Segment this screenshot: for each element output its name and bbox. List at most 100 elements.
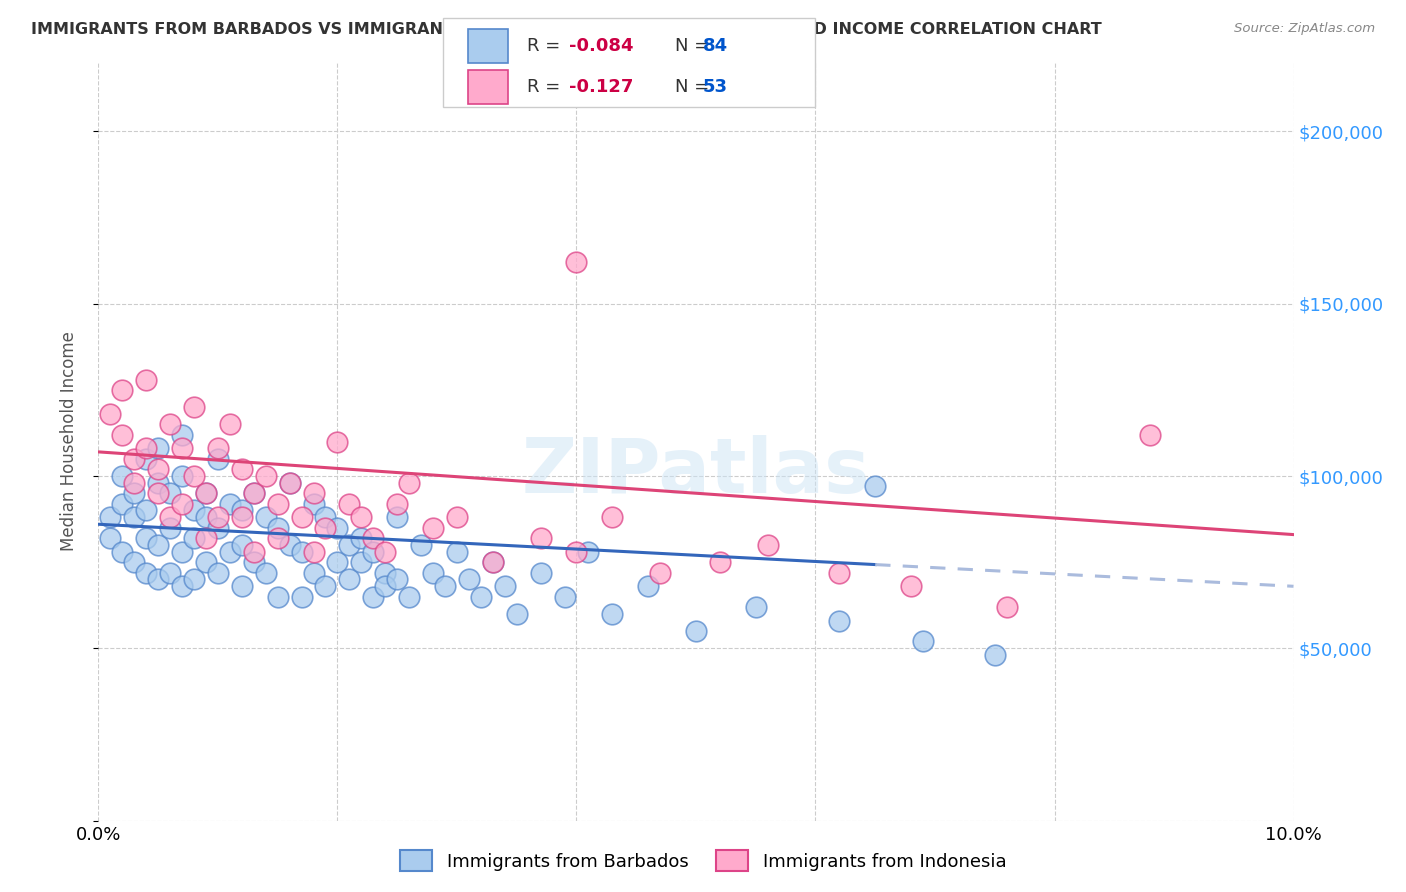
Y-axis label: Median Household Income: Median Household Income bbox=[59, 332, 77, 551]
Point bbox=[135, 451, 157, 466]
Point bbox=[111, 383, 134, 397]
Point bbox=[984, 648, 1007, 663]
Point bbox=[374, 579, 396, 593]
Point bbox=[207, 510, 229, 524]
Point bbox=[602, 607, 624, 621]
Point bbox=[385, 573, 409, 587]
Legend: Immigrants from Barbados, Immigrants from Indonesia: Immigrants from Barbados, Immigrants fro… bbox=[392, 843, 1014, 879]
Text: 53: 53 bbox=[703, 78, 728, 96]
Point bbox=[98, 407, 122, 421]
Point bbox=[135, 531, 157, 545]
Point bbox=[422, 566, 444, 580]
Point bbox=[363, 590, 385, 604]
Point bbox=[159, 566, 181, 580]
Point bbox=[207, 566, 229, 580]
Point bbox=[195, 555, 218, 569]
Point bbox=[446, 510, 468, 524]
Point bbox=[565, 545, 588, 559]
Point bbox=[865, 479, 887, 493]
Point bbox=[243, 486, 266, 500]
Point bbox=[278, 475, 301, 490]
Point bbox=[111, 469, 134, 483]
Point bbox=[602, 510, 624, 524]
Point bbox=[458, 573, 481, 587]
Point bbox=[302, 545, 325, 559]
Point bbox=[231, 510, 253, 524]
Point bbox=[135, 372, 157, 386]
Point bbox=[183, 573, 205, 587]
Point bbox=[554, 590, 576, 604]
Text: -0.084: -0.084 bbox=[569, 37, 634, 55]
Point bbox=[446, 545, 468, 559]
Point bbox=[267, 590, 290, 604]
Point bbox=[291, 545, 314, 559]
Point bbox=[267, 497, 290, 511]
Point bbox=[124, 475, 146, 490]
Point bbox=[135, 503, 157, 517]
Point bbox=[231, 503, 253, 517]
Point bbox=[183, 400, 205, 414]
Point bbox=[159, 510, 181, 524]
Point bbox=[207, 521, 229, 535]
Point bbox=[267, 531, 290, 545]
Point bbox=[98, 531, 122, 545]
Point bbox=[637, 579, 659, 593]
Point bbox=[98, 510, 122, 524]
Point bbox=[148, 573, 170, 587]
Point bbox=[135, 566, 157, 580]
Text: -0.127: -0.127 bbox=[569, 78, 634, 96]
Point bbox=[124, 451, 146, 466]
Point bbox=[291, 510, 314, 524]
Point bbox=[422, 521, 444, 535]
Point bbox=[195, 486, 218, 500]
Point bbox=[494, 579, 516, 593]
Point bbox=[339, 538, 361, 552]
Point bbox=[530, 531, 553, 545]
Point bbox=[709, 555, 731, 569]
Point bbox=[326, 521, 349, 535]
Point bbox=[148, 538, 170, 552]
Point bbox=[326, 555, 349, 569]
Point bbox=[650, 566, 672, 580]
Point bbox=[291, 590, 314, 604]
Point bbox=[172, 469, 194, 483]
Point bbox=[398, 590, 420, 604]
Point bbox=[995, 599, 1018, 614]
Point bbox=[302, 486, 325, 500]
Point bbox=[124, 555, 146, 569]
Point bbox=[243, 545, 266, 559]
Point bbox=[339, 573, 361, 587]
Point bbox=[302, 497, 325, 511]
Point bbox=[363, 545, 385, 559]
Point bbox=[350, 531, 373, 545]
Point bbox=[470, 590, 492, 604]
Point bbox=[900, 579, 922, 593]
Point bbox=[231, 579, 253, 593]
Text: R =: R = bbox=[527, 78, 567, 96]
Point bbox=[124, 510, 146, 524]
Point bbox=[172, 545, 194, 559]
Point bbox=[828, 614, 851, 628]
Point bbox=[148, 462, 170, 476]
Point bbox=[278, 538, 301, 552]
Text: N =: N = bbox=[675, 78, 714, 96]
Point bbox=[159, 486, 181, 500]
Point bbox=[111, 497, 134, 511]
Point bbox=[124, 486, 146, 500]
Point bbox=[411, 538, 433, 552]
Point bbox=[148, 486, 170, 500]
Point bbox=[231, 538, 253, 552]
Point bbox=[219, 417, 242, 432]
Point bbox=[745, 599, 768, 614]
Point bbox=[195, 531, 218, 545]
Point bbox=[434, 579, 457, 593]
Text: IMMIGRANTS FROM BARBADOS VS IMMIGRANTS FROM INDONESIA MEDIAN HOUSEHOLD INCOME CO: IMMIGRANTS FROM BARBADOS VS IMMIGRANTS F… bbox=[31, 22, 1102, 37]
Point bbox=[756, 538, 779, 552]
Point bbox=[315, 579, 337, 593]
Point bbox=[254, 510, 277, 524]
Point bbox=[1139, 427, 1161, 442]
Point bbox=[254, 469, 277, 483]
Point bbox=[207, 442, 229, 456]
Point bbox=[148, 475, 170, 490]
Point bbox=[148, 442, 170, 456]
